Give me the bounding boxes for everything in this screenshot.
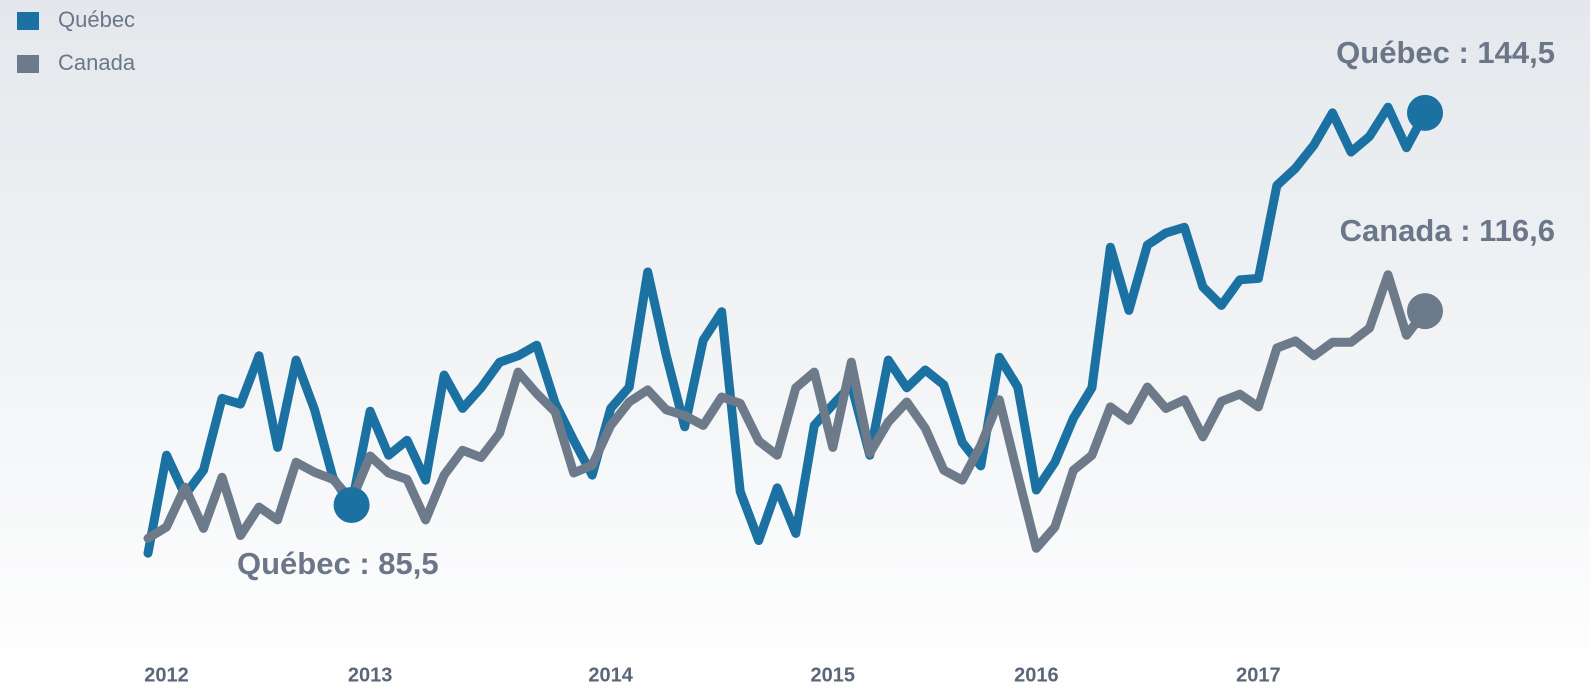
legend-label: Canada (58, 50, 136, 75)
legend-swatch (17, 12, 39, 30)
annotation: Canada : 116,6 (1340, 213, 1555, 248)
x-tick-label: 2014 (588, 664, 633, 686)
highlight-dot (333, 486, 370, 523)
highlight-dot (1407, 293, 1443, 330)
annotation: Québec : 85,5 (237, 546, 439, 581)
x-tick-label: 2017 (1236, 664, 1281, 686)
legend-swatch (17, 55, 39, 73)
annotation: Québec : 144,5 (1336, 35, 1555, 70)
legend-label: Québec (58, 7, 135, 32)
x-tick-label: 2015 (811, 664, 856, 686)
x-tick-label: 2012 (144, 664, 189, 686)
x-tick-label: 2013 (348, 664, 393, 686)
x-tick-label: 2016 (1014, 664, 1059, 686)
line-series (143, 102, 1430, 558)
line-series (143, 270, 1430, 553)
highlight-dot (1407, 94, 1443, 131)
